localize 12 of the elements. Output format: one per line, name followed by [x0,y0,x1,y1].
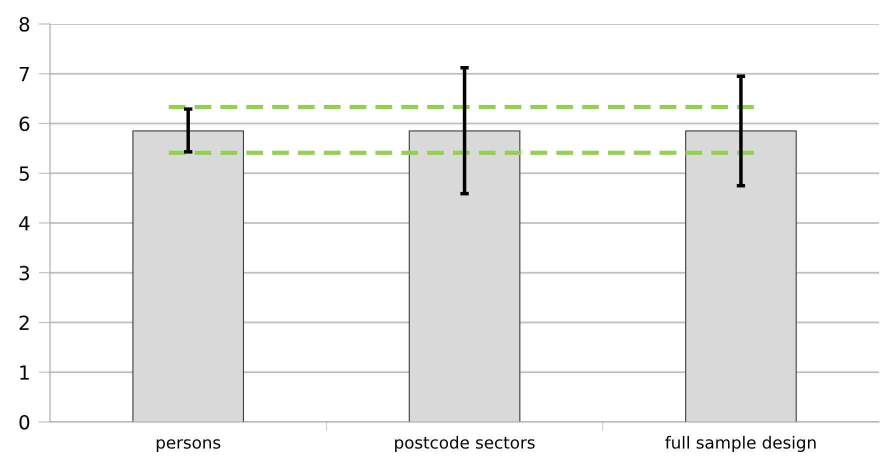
y-tick-label: 2 [20,315,29,330]
y-tick-label: 8 [20,16,30,32]
y-tick-label: 6 [20,116,30,132]
x-tick-label: persons [156,439,220,452]
y-tick-label: 1 [20,365,29,380]
y-tick-label: 4 [19,216,30,230]
y-tick-label: 5 [20,166,29,181]
x-tick-label: postcode sectors [395,436,535,452]
y-tick-label: 7 [20,66,29,82]
y-tick-label: 0 [19,414,30,430]
y-tick-label: 3 [20,266,29,280]
x-tick-label: full sample design [665,436,816,452]
